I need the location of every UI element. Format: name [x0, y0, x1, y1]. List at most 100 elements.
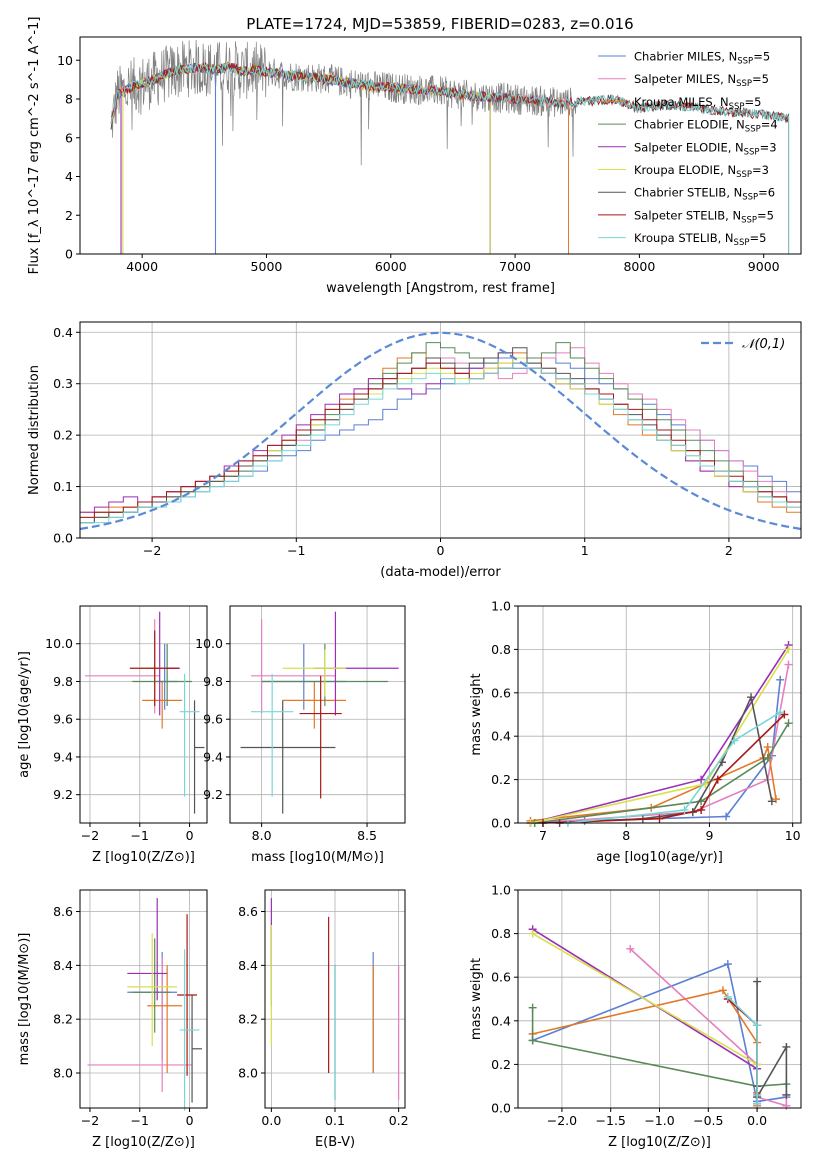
legend-series-name: Chabrier STELIB	[634, 186, 726, 200]
errorbar-point	[193, 700, 205, 814]
legend-n-value: =5	[752, 72, 769, 86]
legend-label: Kroupa ELODIE, NSSP=3	[634, 163, 769, 180]
axes: 8.0 8.5 9.2 9.4 9.6 9.8 10.0 mass [log10(M/M⊙)]	[195, 605, 406, 865]
legend-label: Salpeter MILES, NSSP=5	[634, 72, 769, 89]
legend-label: 𝒩(0,1)	[742, 337, 785, 352]
y-tick-label: 0.4	[491, 1013, 511, 1028]
y-tick-label: 8.0	[238, 1066, 258, 1081]
weight-line	[530, 664, 790, 824]
grid-lines	[80, 890, 207, 1108]
plus-marker	[697, 805, 706, 814]
legend-n-text: , N	[725, 208, 741, 222]
axes: 4000 5000 6000 7000 8000 9000 0 2 4 6 8 10 wavelengt…	[27, 17, 802, 296]
legend-n-subscript: SSP	[729, 102, 745, 112]
axes: 0.0 0.1 0.2 8.0 8.2 8.4 8.6 E(B-V)	[238, 889, 409, 1150]
weight-series	[723, 992, 762, 1108]
x-axis-label: Z [log10(Z/Z⊙)]	[92, 1135, 195, 1150]
y-tick-label: 9.6	[203, 712, 223, 727]
plus-marker	[730, 736, 739, 745]
legend-n-text: , N	[718, 231, 734, 245]
legend-n-text: , N	[728, 140, 744, 154]
legend-series-name: Kroupa MILES	[634, 95, 713, 109]
plus-marker	[722, 812, 731, 821]
errorbar-point	[87, 957, 193, 1092]
age-vs-metallicity-panel: −2 −1 0 9.2 9.4 9.6 9.8 10.0 Z [log10(Z/Z⊙)] age …	[17, 605, 208, 865]
figure-title: PLATE=1724, MJD=53859, FIBERID=0283, z=0…	[246, 15, 633, 33]
plot-area	[528, 925, 791, 1110]
y-tick-label: 0.2	[491, 1057, 511, 1072]
weight-line	[530, 644, 790, 824]
x-tick-label: 0.0	[747, 1113, 767, 1128]
errorbar-point	[127, 898, 168, 1001]
errorbar-point	[132, 643, 193, 707]
weight-series	[526, 660, 793, 827]
y-axis-label: mass [log10(M/M⊙)]	[17, 933, 32, 1066]
x-tick-label: 0.0	[261, 1113, 281, 1128]
y-tick-label: 1.0	[491, 883, 511, 898]
axes: −2.0 −1.5 −1.0 −0.5 0.0 0.0 0.2 0.4 0.6 0.8 1.0 Z […	[469, 883, 802, 1150]
weight-vs-age-panel: 7 8 9 10 0.0 0.2 0.4 0.6 0.8 1.0 age [log10(age/yr…	[469, 599, 802, 865]
y-tick-label: 8.0	[53, 1066, 73, 1081]
y-tick-label: 8.4	[53, 958, 73, 973]
plus-marker	[713, 775, 722, 784]
y-tick-label: 0.2	[491, 772, 511, 787]
residuals-panel: 𝒩(0,1) −2 −1 0 1 2 0.0 0.1 0.2 0.3 0.4 (data-model)…	[27, 321, 802, 580]
errorbar-point	[142, 681, 183, 729]
errorbar-point	[299, 675, 342, 799]
weight-series	[753, 977, 791, 1102]
y-tick-label: 0.4	[491, 729, 511, 744]
x-tick-label: −0.5	[693, 1113, 723, 1128]
errorbar-point	[84, 619, 160, 714]
legend: 𝒩(0,1)	[701, 337, 785, 352]
weight-series	[563, 708, 785, 827]
y-tick-label: 6	[65, 130, 73, 145]
errorbar-point	[191, 994, 203, 1103]
legend-n-value: =6	[758, 186, 775, 200]
histogram-series	[80, 362, 801, 524]
x-tick-label: −1	[287, 543, 305, 558]
errorbar-point	[139, 649, 165, 697]
y-tick-label: 0.4	[53, 325, 73, 340]
histogram-series	[80, 362, 801, 518]
y-tick-label: 8.4	[238, 958, 258, 973]
errorbar-point	[129, 630, 180, 707]
x-tick-label: 1	[581, 543, 589, 558]
plus-marker	[782, 1101, 791, 1110]
legend-label: Chabrier ELODIE, NSSP=4	[634, 118, 778, 135]
weight-line	[534, 679, 781, 824]
plus-marker	[528, 929, 537, 938]
x-tick-label: 0.1	[325, 1113, 345, 1128]
plus-marker	[780, 710, 789, 719]
y-tick-label: 0.0	[53, 531, 73, 546]
y-tick-label: 8.6	[53, 904, 73, 919]
errorbar-point	[240, 700, 336, 814]
errorbar-point	[251, 619, 336, 714]
legend-n-text: , N	[720, 72, 736, 86]
errorbar-point	[177, 914, 198, 1076]
plus-marker	[776, 675, 785, 684]
plus-marker	[753, 1090, 762, 1099]
mass-vs-metallicity-panel: −2 −1 0 8.0 8.2 8.4 8.6 Z [log10(Z/Z⊙)] mass [lo…	[17, 889, 208, 1150]
weight-series	[530, 719, 793, 827]
legend-label: Salpeter STELIB, NSSP=5	[634, 208, 774, 225]
weight-vs-metallicity-panel: −2.0 −1.5 −1.0 −0.5 0.0 0.0 0.2 0.4 0.6 0.8 1.0 Z […	[469, 883, 802, 1150]
x-tick-label: 8000	[623, 259, 655, 274]
y-tick-label: 9.8	[53, 674, 73, 689]
y-tick-label: 9.2	[203, 787, 223, 802]
legend-series-name: Kroupa STELIB	[634, 231, 718, 245]
y-tick-label: 8.2	[53, 1012, 73, 1027]
y-tick-label: 0.3	[53, 376, 73, 391]
x-tick-label: −2	[143, 543, 161, 558]
x-tick-label: 0	[186, 828, 194, 843]
plus-marker	[718, 986, 727, 995]
errorbar-point	[132, 938, 170, 1033]
weight-series	[555, 693, 776, 827]
y-tick-label: 9.4	[203, 749, 223, 764]
x-tick-label: −2.0	[547, 1113, 577, 1128]
x-tick-label: 6000	[375, 259, 407, 274]
axes-frame	[79, 605, 208, 824]
y-tick-label: 0.1	[53, 479, 73, 494]
y-tick-label: 9.2	[53, 787, 73, 802]
